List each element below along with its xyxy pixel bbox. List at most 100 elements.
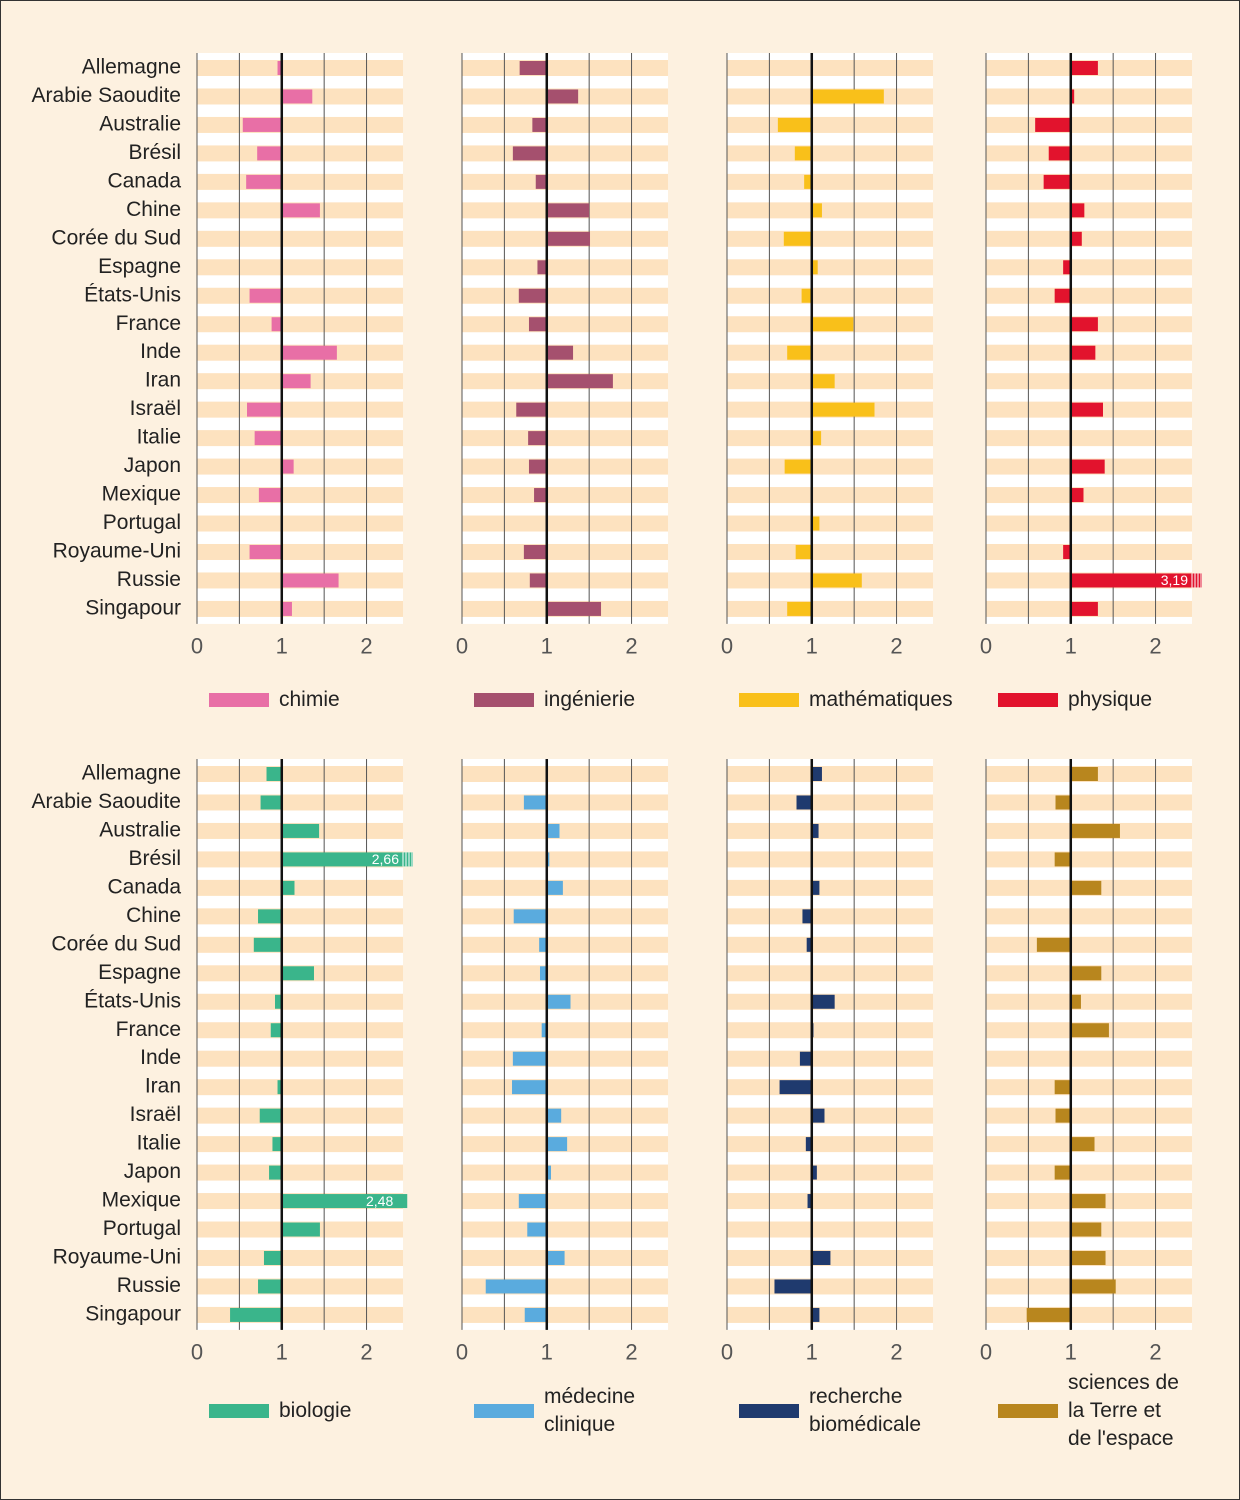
row-stripe bbox=[462, 487, 668, 504]
row-stripe bbox=[986, 373, 1192, 390]
row-stripe bbox=[986, 116, 1192, 133]
row-stripe bbox=[727, 173, 933, 190]
bar bbox=[258, 1279, 282, 1294]
row-stripe bbox=[197, 908, 403, 925]
category-label: France bbox=[116, 1018, 181, 1041]
bar bbox=[546, 601, 602, 616]
bar bbox=[281, 89, 313, 104]
row-stripe bbox=[986, 145, 1192, 162]
bar bbox=[259, 1108, 282, 1123]
row-stripe bbox=[197, 1136, 403, 1153]
legend-label: ingénierie bbox=[544, 688, 636, 711]
x-tick-label: 1 bbox=[541, 1340, 553, 1365]
bar bbox=[1036, 937, 1071, 952]
bar bbox=[269, 1165, 282, 1180]
row-stripe bbox=[727, 487, 933, 504]
row-stripe bbox=[462, 145, 668, 162]
category-label: Australie bbox=[99, 818, 181, 841]
category-label: Royaume-Uni bbox=[53, 540, 181, 563]
value-label: 3,19 bbox=[1161, 572, 1188, 588]
bar bbox=[805, 1137, 812, 1152]
row-stripe bbox=[462, 822, 668, 839]
row-stripe bbox=[462, 1193, 668, 1210]
row-stripe bbox=[462, 965, 668, 982]
x-tick-label: 0 bbox=[980, 634, 992, 659]
category-label: Espagne bbox=[98, 961, 181, 984]
row-stripe bbox=[197, 1050, 403, 1067]
bar bbox=[1070, 231, 1082, 246]
legend: mathématiques bbox=[739, 686, 953, 714]
legend-label: chimie bbox=[279, 688, 340, 711]
bar bbox=[524, 1307, 547, 1322]
bar bbox=[281, 459, 294, 474]
category-label: États-Unis bbox=[84, 283, 181, 306]
category-label: Iran bbox=[145, 1075, 181, 1098]
category-label: Allemagne bbox=[82, 762, 181, 785]
category-label: Mexique bbox=[102, 483, 181, 506]
row-stripe bbox=[462, 316, 668, 333]
bar bbox=[1043, 174, 1071, 189]
row-stripe bbox=[462, 259, 668, 276]
row-stripe bbox=[727, 1079, 933, 1096]
x-tick-label: 1 bbox=[1065, 634, 1077, 659]
category-label: Mexique bbox=[102, 1189, 181, 1212]
category-label: Singapour bbox=[85, 596, 181, 619]
row-stripe bbox=[462, 1306, 668, 1323]
x-tick-label: 2 bbox=[360, 634, 372, 659]
category-label: Canada bbox=[107, 875, 181, 898]
bar bbox=[1070, 966, 1102, 981]
legend: physique bbox=[998, 686, 1183, 714]
row-stripe bbox=[462, 794, 668, 811]
row-stripe bbox=[727, 259, 933, 276]
bar bbox=[518, 1194, 547, 1209]
category-label: Israël bbox=[130, 397, 181, 420]
x-tick-label: 0 bbox=[191, 1340, 203, 1365]
bar bbox=[799, 1051, 812, 1066]
bar bbox=[811, 431, 822, 446]
bar bbox=[1070, 1222, 1102, 1237]
row-stripe bbox=[462, 1221, 668, 1238]
legend-label: recherche biomédicale bbox=[809, 1385, 922, 1436]
row-stripe bbox=[462, 173, 668, 190]
x-tick-label: 0 bbox=[721, 1340, 733, 1365]
category-label: Russie bbox=[117, 1274, 181, 1297]
row-stripe bbox=[197, 1306, 403, 1323]
bar bbox=[546, 231, 591, 246]
row-stripe bbox=[462, 60, 668, 76]
bar bbox=[519, 61, 547, 75]
plot-area bbox=[727, 53, 933, 624]
row-stripe bbox=[986, 173, 1192, 190]
bar bbox=[516, 402, 547, 417]
row-stripe bbox=[727, 1221, 933, 1238]
bar bbox=[281, 1194, 408, 1209]
bar bbox=[811, 767, 822, 781]
row-stripe bbox=[727, 965, 933, 982]
category-label: Japon bbox=[124, 1160, 181, 1183]
bar bbox=[811, 1307, 820, 1322]
category-label: Portugal bbox=[103, 511, 181, 534]
bar bbox=[546, 823, 560, 838]
row-stripe bbox=[986, 1164, 1192, 1181]
x-tick-label: 0 bbox=[191, 634, 203, 659]
row-stripe bbox=[727, 936, 933, 953]
legend: recherche biomédicale bbox=[739, 1383, 924, 1439]
bar bbox=[281, 823, 320, 838]
category-label: Brésil bbox=[128, 847, 181, 870]
bar bbox=[528, 431, 547, 446]
row-stripe bbox=[727, 879, 933, 896]
legend-label: médecine clinique bbox=[544, 1385, 636, 1436]
x-tick-label: 2 bbox=[1149, 1340, 1161, 1365]
legend-swatch bbox=[739, 1404, 799, 1418]
bar bbox=[811, 374, 835, 389]
bar bbox=[512, 1051, 547, 1066]
x-tick-label: 0 bbox=[721, 634, 733, 659]
row-stripe bbox=[197, 287, 403, 304]
bar bbox=[1070, 345, 1096, 360]
bar bbox=[266, 767, 282, 781]
plot-area bbox=[986, 53, 1192, 624]
bar bbox=[513, 909, 547, 924]
bar bbox=[263, 1250, 282, 1265]
bar bbox=[512, 1080, 547, 1095]
row-stripe bbox=[197, 487, 403, 504]
category-label: Italie bbox=[137, 426, 181, 449]
